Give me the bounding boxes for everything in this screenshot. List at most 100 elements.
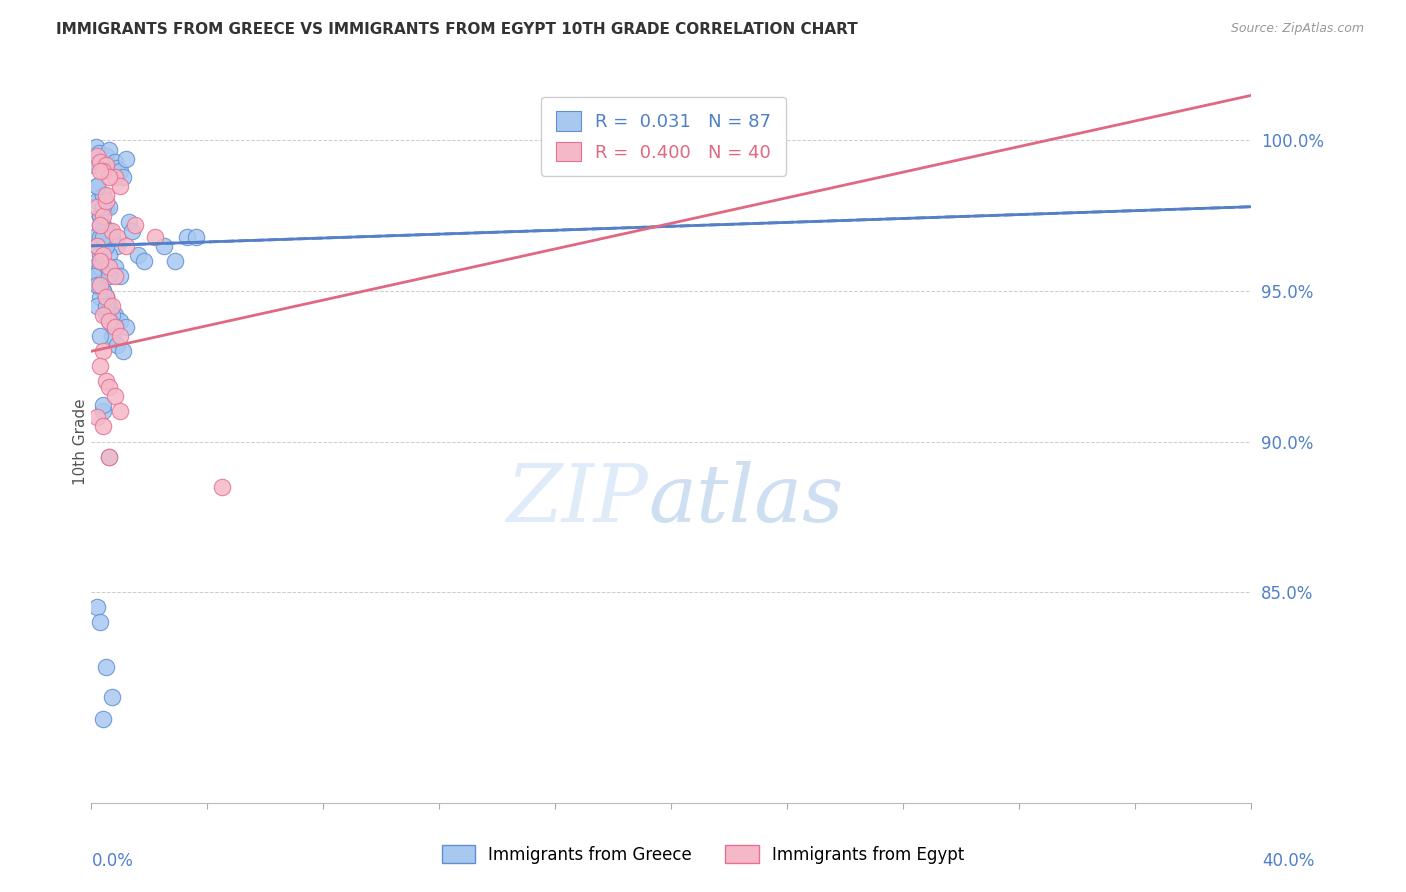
Point — [86, 278, 108, 293]
Point — [94, 660, 117, 674]
Point — [91, 230, 114, 244]
Point — [104, 389, 127, 403]
Point — [94, 290, 117, 304]
Point — [115, 152, 138, 166]
Point — [86, 299, 108, 313]
Point — [91, 248, 114, 262]
Point — [91, 239, 114, 253]
Text: Source: ZipAtlas.com: Source: ZipAtlas.com — [1230, 22, 1364, 36]
Point — [104, 154, 127, 169]
Point — [176, 230, 198, 244]
Point — [91, 284, 114, 298]
Point — [86, 200, 108, 214]
Point — [94, 224, 117, 238]
Point — [89, 154, 111, 169]
Point — [97, 260, 120, 274]
Point — [107, 338, 129, 352]
Point — [97, 248, 120, 262]
Text: 40.0%: 40.0% — [1263, 852, 1315, 870]
Point — [110, 178, 132, 193]
Point — [91, 209, 114, 223]
Point — [91, 187, 114, 202]
Legend: Immigrants from Greece, Immigrants from Egypt: Immigrants from Greece, Immigrants from … — [434, 838, 972, 871]
Point — [84, 139, 107, 153]
Point — [91, 187, 114, 202]
Point — [118, 215, 141, 229]
Point — [143, 230, 166, 244]
Point — [86, 239, 108, 253]
Point — [91, 344, 114, 359]
Point — [83, 230, 105, 244]
Point — [124, 218, 146, 232]
Point — [211, 480, 233, 494]
Point — [86, 268, 108, 283]
Point — [86, 239, 108, 253]
Point — [97, 169, 120, 184]
Text: IMMIGRANTS FROM GREECE VS IMMIGRANTS FROM EGYPT 10TH GRADE CORRELATION CHART: IMMIGRANTS FROM GREECE VS IMMIGRANTS FRO… — [56, 22, 858, 37]
Point — [94, 187, 117, 202]
Point — [107, 161, 129, 175]
Point — [89, 278, 111, 293]
Point — [89, 194, 111, 208]
Point — [89, 209, 111, 223]
Point — [97, 268, 120, 283]
Point — [86, 410, 108, 425]
Point — [97, 200, 120, 214]
Point — [91, 218, 114, 232]
Point — [89, 218, 111, 232]
Point — [110, 163, 132, 178]
Point — [91, 308, 114, 322]
Point — [115, 239, 138, 253]
Text: ZIP: ZIP — [506, 460, 648, 538]
Point — [107, 230, 129, 244]
Point — [97, 299, 120, 313]
Point — [100, 690, 122, 705]
Point — [97, 314, 120, 328]
Point — [89, 329, 111, 343]
Point — [86, 278, 108, 293]
Point — [89, 230, 111, 244]
Point — [104, 320, 127, 334]
Point — [86, 239, 108, 253]
Point — [97, 299, 120, 313]
Point — [91, 200, 114, 214]
Point — [91, 284, 114, 298]
Point — [89, 209, 111, 223]
Point — [97, 224, 120, 238]
Point — [97, 450, 120, 464]
Point — [89, 260, 111, 274]
Point — [89, 290, 111, 304]
Point — [94, 375, 117, 389]
Point — [100, 230, 122, 244]
Point — [94, 200, 117, 214]
Point — [100, 308, 122, 322]
Point — [86, 148, 108, 162]
Point — [97, 450, 120, 464]
Legend: R =  0.031   N = 87, R =  0.400   N = 40: R = 0.031 N = 87, R = 0.400 N = 40 — [541, 96, 786, 176]
Point — [91, 399, 114, 413]
Point — [97, 314, 120, 328]
Point — [86, 178, 108, 193]
Point — [91, 712, 114, 726]
Point — [89, 278, 111, 293]
Point — [121, 224, 143, 238]
Point — [100, 329, 122, 343]
Point — [86, 600, 108, 615]
Point — [83, 260, 105, 274]
Point — [165, 254, 187, 268]
Text: atlas: atlas — [648, 460, 844, 538]
Point — [112, 169, 135, 184]
Point — [86, 178, 108, 193]
Point — [110, 268, 132, 283]
Point — [153, 239, 176, 253]
Point — [89, 248, 111, 262]
Point — [110, 329, 132, 343]
Point — [97, 380, 120, 394]
Y-axis label: 10th Grade: 10th Grade — [73, 398, 87, 485]
Point — [91, 419, 114, 434]
Point — [94, 299, 117, 313]
Point — [83, 158, 105, 172]
Point — [110, 404, 132, 418]
Point — [97, 143, 120, 157]
Point — [94, 194, 117, 208]
